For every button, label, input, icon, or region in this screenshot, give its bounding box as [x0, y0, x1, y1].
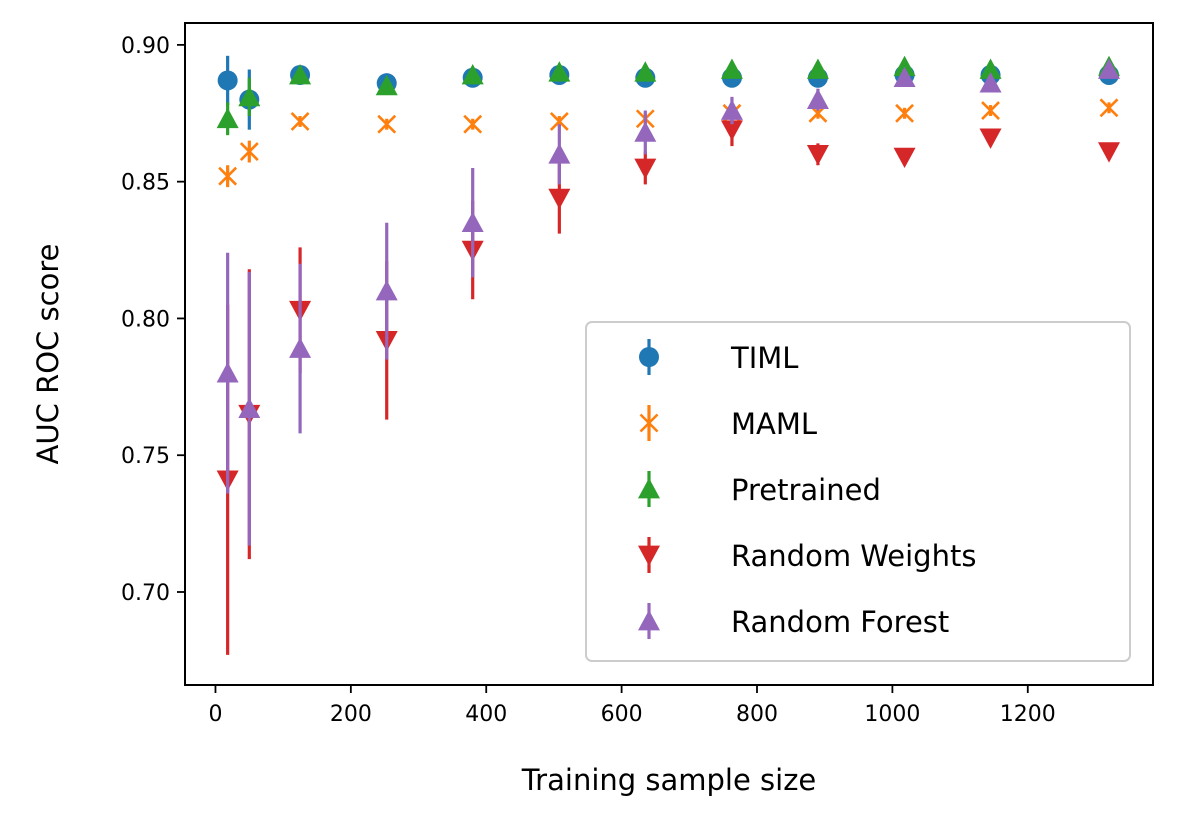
legend-entry: Pretrained [638, 471, 881, 507]
y-tick-label: 0.90 [121, 34, 170, 59]
data-point [979, 58, 1002, 79]
x-tick-label: 800 [736, 702, 778, 727]
data-point [461, 211, 484, 233]
data-point [979, 128, 1002, 149]
legend-marker [638, 545, 660, 566]
data-point [895, 103, 914, 123]
data-point [548, 61, 571, 82]
legend-entry: Random Forest [638, 603, 949, 639]
data-point [720, 120, 743, 141]
x-axis-label: Training sample size [521, 763, 817, 797]
legend-entry: MAML [639, 405, 817, 441]
legend-entry: Random Weights [638, 537, 976, 573]
data-point [375, 74, 398, 96]
data-point [893, 147, 916, 169]
y-tick-label: 0.70 [121, 581, 170, 606]
legend-entry: TIML [639, 339, 798, 375]
data-point [981, 101, 1000, 120]
y-tick-label: 0.85 [121, 171, 170, 196]
data-point [806, 58, 829, 79]
data-point [1098, 142, 1120, 163]
data-point [289, 63, 312, 85]
data-point [218, 166, 238, 186]
x-tick-label: 1000 [864, 702, 920, 727]
data-point [979, 72, 1002, 93]
data-point [893, 66, 916, 88]
x-tick-label: 0 [208, 702, 222, 727]
data-point [548, 188, 571, 210]
data-point [238, 397, 261, 419]
x-axis: 0 200 400 600 800 1000 1200 [208, 685, 1056, 727]
y-axis-label: AUC ROC score [31, 244, 65, 465]
data-point [1098, 58, 1120, 79]
x-tick-label: 200 [330, 702, 372, 727]
data-point [720, 58, 743, 79]
data-layer [216, 55, 1120, 655]
legend: TIML MAML Pretrained Random Weights Random F… [585, 321, 1131, 662]
data-point [806, 144, 829, 166]
legend-label: TIML [730, 341, 798, 375]
data-point [1099, 98, 1119, 118]
x-tick-label: 600 [601, 702, 643, 727]
data-point [289, 337, 312, 358]
legend-marker [638, 478, 660, 499]
legend-marker [639, 413, 659, 433]
plot-area [184, 22, 1154, 686]
data-point [549, 112, 569, 131]
data-point [290, 112, 310, 131]
data-point [377, 114, 397, 134]
series-random-forest [216, 58, 1120, 546]
data-point [720, 99, 743, 120]
legend-label: Random Forest [731, 605, 949, 639]
legend-label: MAML [731, 407, 817, 441]
legend-box [585, 321, 1131, 662]
plot-frame [184, 22, 1154, 686]
data-point [217, 70, 238, 91]
y-axis: 0.70 0.75 0.80 0.85 0.90 [121, 34, 185, 606]
x-tick-label: 1200 [1000, 702, 1056, 727]
data-point [216, 362, 239, 383]
data-point [893, 55, 916, 77]
legend-label: Pretrained [731, 473, 881, 507]
legend-marker [639, 347, 659, 367]
data-point [634, 158, 657, 179]
y-tick-label: 0.75 [121, 444, 170, 469]
data-point [239, 142, 259, 161]
data-point [548, 143, 571, 164]
legend-label: Random Weights [731, 539, 976, 573]
data-point [806, 88, 829, 109]
legend-marker [638, 610, 660, 631]
data-point [463, 114, 483, 134]
series-maml [218, 98, 1119, 188]
data-point [634, 121, 657, 142]
data-point [375, 280, 398, 301]
data-point [216, 107, 239, 129]
data-point [461, 63, 484, 85]
data-point [634, 61, 657, 82]
data-point [238, 85, 261, 107]
x-tick-label: 400 [465, 702, 507, 727]
y-tick-label: 0.80 [121, 307, 170, 332]
